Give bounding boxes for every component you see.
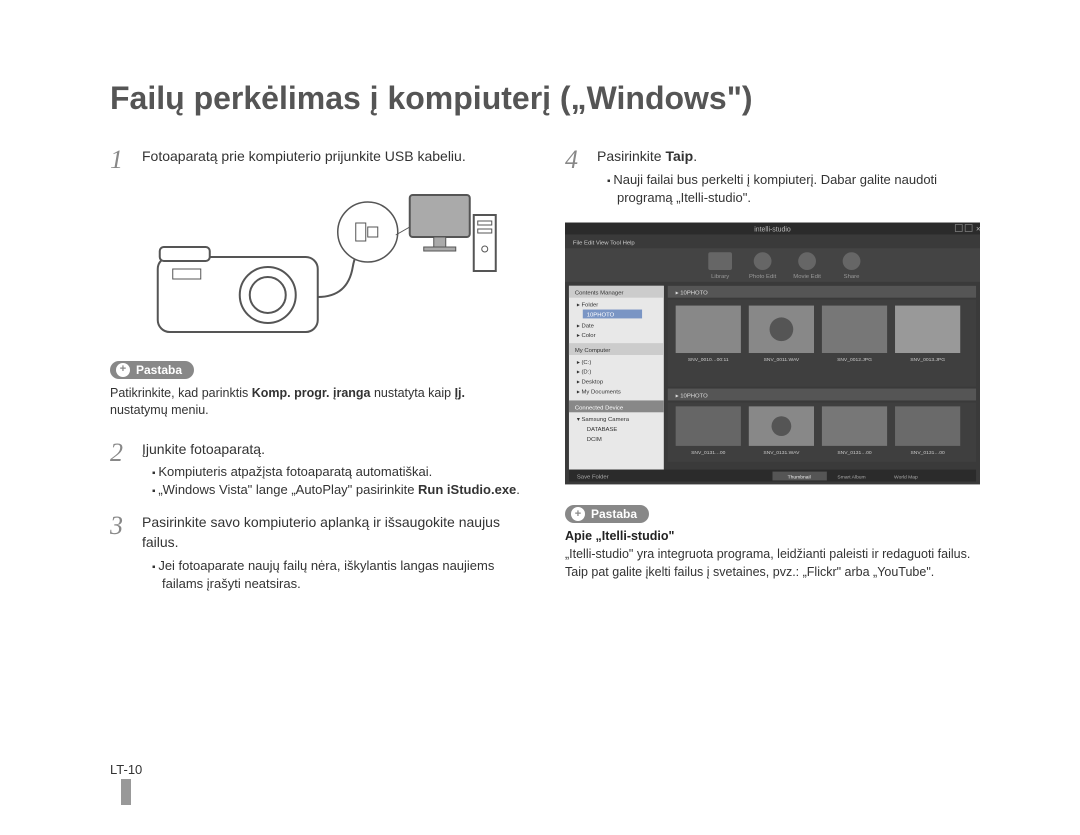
svg-text:Library: Library xyxy=(711,274,729,280)
plus-icon: + xyxy=(571,507,585,521)
step-number: 4 xyxy=(565,147,585,207)
step-text: Įjunkite fotoaparatą. xyxy=(142,440,525,460)
svg-text:SNV_0011.WAV: SNV_0011.WAV xyxy=(764,357,800,363)
svg-text:▸ Desktop: ▸ Desktop xyxy=(577,380,604,386)
svg-text:▾ Samsung Camera: ▾ Samsung Camera xyxy=(577,417,630,423)
svg-text:My Computer: My Computer xyxy=(575,348,610,354)
step-sub: Jei fotoaparate naujų failų nėra, iškyla… xyxy=(152,557,525,593)
step-sub: Nauji failai bus perkelti į kompiuterį. … xyxy=(607,171,980,207)
plus-icon: + xyxy=(116,363,130,377)
svg-text:SNV_0131…00: SNV_0131…00 xyxy=(837,450,872,456)
svg-text:▸ 10PHOTO: ▸ 10PHOTO xyxy=(676,291,708,297)
svg-text:×: × xyxy=(976,224,980,233)
page-title: Failų perkėlimas į kompiuterį („Windows"… xyxy=(110,80,980,117)
svg-text:▸ Folder: ▸ Folder xyxy=(577,303,598,309)
step-4: 4 Pasirinkite Taip. Nauji failai bus per… xyxy=(565,147,980,207)
svg-text:Movie Edit: Movie Edit xyxy=(793,274,821,280)
page-number: LT-10 xyxy=(110,762,142,777)
step-number: 2 xyxy=(110,440,130,500)
svg-text:SNV_0013.JPG: SNV_0013.JPG xyxy=(910,357,945,363)
right-column: 4 Pasirinkite Taip. Nauji failai bus per… xyxy=(565,147,980,607)
svg-text:Contents Manager: Contents Manager xyxy=(575,291,624,297)
svg-text:Smart Album: Smart Album xyxy=(837,474,865,480)
svg-text:Photo Edit: Photo Edit xyxy=(749,274,777,280)
step-sub: Kompiuteris atpažįsta fotoaparatą automa… xyxy=(152,463,525,481)
note-badge: + Pastaba xyxy=(110,361,194,379)
camera-usb-illustration xyxy=(110,187,525,347)
app-screenshot: intelli-studio × File Edit View Tool Hel… xyxy=(565,221,980,486)
svg-text:World Map: World Map xyxy=(894,474,918,480)
step-text: Fotoaparatą prie kompiuterio prijunkite … xyxy=(142,147,525,173)
svg-text:Save Folder: Save Folder xyxy=(577,474,609,480)
note-label: Pastaba xyxy=(136,363,182,377)
footer-bar xyxy=(121,779,131,805)
svg-text:▸ Color: ▸ Color xyxy=(577,333,596,339)
svg-text:▸ My Documents: ▸ My Documents xyxy=(577,389,621,395)
svg-text:Thumbnail: Thumbnail xyxy=(788,474,811,480)
app-title-text: intelli-studio xyxy=(754,226,791,233)
svg-text:SNV_0131.WAV: SNV_0131.WAV xyxy=(763,450,800,456)
svg-text:File Edit View Tool He: File Edit View Tool Help xyxy=(573,240,636,246)
page-footer: LT-10 xyxy=(110,762,142,805)
content-columns: 1 Fotoaparatą prie kompiuterio prijunkit… xyxy=(110,147,980,607)
svg-text:▸ Date: ▸ Date xyxy=(577,323,595,329)
note-subtitle: Apie „Itelli-studio" xyxy=(565,529,980,543)
svg-text:SNV_0012.JPG: SNV_0012.JPG xyxy=(837,357,872,363)
step-number: 1 xyxy=(110,147,130,173)
step-1: 1 Fotoaparatą prie kompiuterio prijunkit… xyxy=(110,147,525,173)
svg-text:DCIM: DCIM xyxy=(587,437,602,443)
svg-text:Share: Share xyxy=(844,274,860,280)
note-badge: + Pastaba xyxy=(565,505,649,523)
note-text: Patikrinkite, kad parinktis Komp. progr.… xyxy=(110,385,525,420)
step-3: 3 Pasirinkite savo kompiuterio aplanką i… xyxy=(110,513,525,593)
svg-text:10PHOTO: 10PHOTO xyxy=(587,312,615,318)
step-number: 3 xyxy=(110,513,130,593)
svg-text:SNV_0131…00: SNV_0131…00 xyxy=(910,450,945,456)
note-text: „Itelli-studio" yra integruota programa,… xyxy=(565,546,980,581)
note-block-1: + Pastaba Patikrinkite, kad parinktis Ko… xyxy=(110,359,525,420)
step-text: Pasirinkite Taip. xyxy=(597,147,980,167)
svg-text:SNV_0010…00:11: SNV_0010…00:11 xyxy=(688,357,729,363)
svg-text:Connected Device: Connected Device xyxy=(575,405,624,411)
svg-text:▸ 10PHOTO: ▸ 10PHOTO xyxy=(676,393,708,399)
note-label: Pastaba xyxy=(591,507,637,521)
svg-text:DATABASE: DATABASE xyxy=(587,427,618,433)
svg-text:▸ (D:): ▸ (D:) xyxy=(577,370,591,376)
step-2: 2 Įjunkite fotoaparatą. Kompiuteris atpa… xyxy=(110,440,525,500)
step-text: Pasirinkite savo kompiuterio aplanką ir … xyxy=(142,513,525,552)
note-block-2: + Pastaba Apie „Itelli-studio" „Itelli-s… xyxy=(565,504,980,582)
svg-text:SNV_0131…00: SNV_0131…00 xyxy=(691,450,726,456)
svg-text:▸ (C:): ▸ (C:) xyxy=(577,360,591,366)
step-sub: „Windows Vista" lange „AutoPlay" pasirin… xyxy=(152,481,525,499)
left-column: 1 Fotoaparatą prie kompiuterio prijunkit… xyxy=(110,147,525,607)
